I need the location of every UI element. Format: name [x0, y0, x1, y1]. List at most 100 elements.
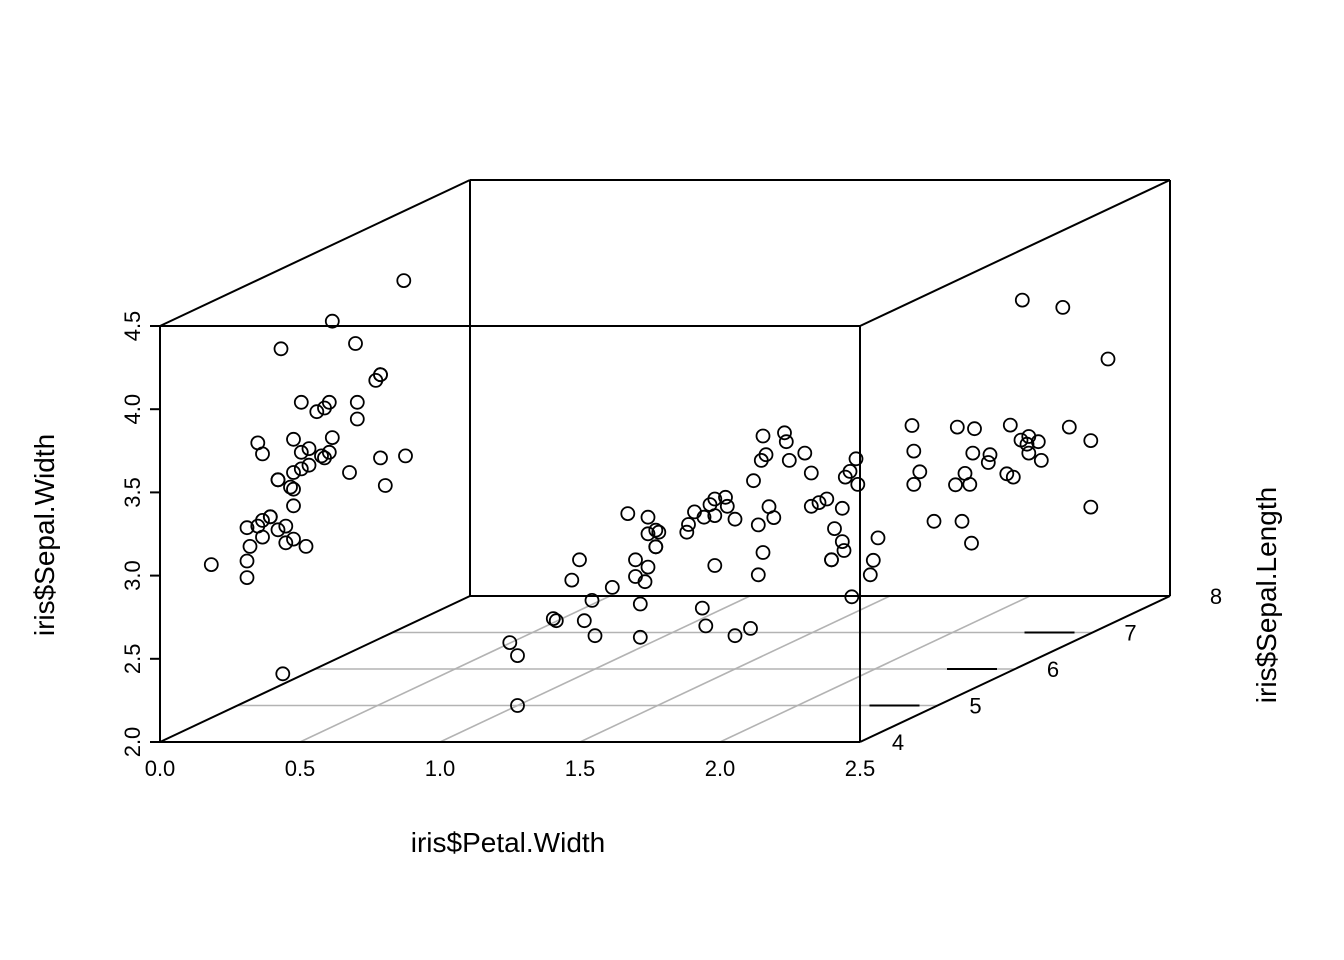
data-point [948, 477, 963, 493]
data-point [640, 509, 656, 525]
data-point [349, 411, 365, 427]
data-point [317, 450, 332, 466]
data-point [746, 473, 761, 489]
data-point [824, 552, 839, 568]
x-axis-title: iris$Petal.Width [411, 827, 606, 858]
axis-ticks: 0.0 0.5 1.0 1.5 2.0 2.5 2.0 2.5 3.0 3.5 4.0 4.5 4 5 6 7… [120, 311, 1222, 781]
box-edge [159, 595, 471, 743]
data-point [275, 666, 291, 682]
data-point [377, 478, 393, 493]
data-point [278, 535, 294, 551]
y-axis-title: iris$Sepal.Length [1251, 487, 1282, 703]
data-point [707, 491, 723, 507]
data-point [270, 472, 286, 488]
data-point [727, 628, 743, 644]
data-point [239, 553, 255, 569]
data-point [750, 517, 766, 533]
data-point [368, 372, 384, 388]
data-point [707, 558, 723, 573]
data-point [870, 530, 886, 546]
data-point [628, 569, 643, 584]
z-tick-label: 4.5 [120, 311, 145, 342]
z-tick-label: 2.5 [120, 644, 145, 675]
data-point [502, 635, 518, 650]
data-point [743, 621, 758, 636]
y-tick-label: 6 [1047, 657, 1059, 682]
z-tick-label: 4.0 [120, 394, 145, 425]
data-point [640, 559, 656, 575]
data-point [324, 313, 340, 329]
data-point [301, 441, 317, 457]
data-point [628, 552, 643, 568]
data-point [298, 539, 314, 554]
x-tick-label: 2.0 [705, 756, 736, 781]
data-point [957, 465, 973, 481]
data-point [286, 465, 301, 480]
data-point [912, 464, 928, 480]
data-point [349, 394, 365, 410]
y-tick-label: 7 [1124, 621, 1136, 646]
data-point [651, 524, 667, 540]
data-point [564, 572, 580, 588]
data-point [844, 589, 860, 605]
data-point [324, 430, 340, 446]
data-point [239, 570, 255, 585]
data-point [750, 567, 766, 583]
data-point [321, 394, 337, 410]
data-point [848, 451, 864, 467]
data-point [1002, 417, 1018, 433]
data-point [587, 628, 603, 644]
data-point [286, 481, 301, 497]
plot-box [159, 179, 1171, 743]
data-point [1083, 499, 1099, 515]
data-point [293, 394, 309, 410]
data-point [827, 521, 842, 536]
data-point [964, 535, 979, 551]
data-point [718, 489, 733, 505]
data-point [803, 465, 819, 481]
data-point [698, 618, 714, 634]
data-point [980, 455, 996, 470]
data-point [1013, 432, 1029, 448]
data-point [949, 419, 965, 435]
data-point [753, 452, 769, 468]
data-point [926, 513, 942, 529]
data-point [906, 476, 922, 492]
data-point [1033, 452, 1049, 468]
data-point [982, 447, 998, 463]
data-point [250, 435, 266, 451]
data-point [572, 552, 587, 568]
data-point [1061, 419, 1077, 435]
data-point [819, 491, 835, 507]
data-point [1055, 299, 1071, 315]
x-tick-label: 0.5 [285, 756, 316, 781]
data-point [755, 428, 771, 444]
data-point [398, 448, 413, 464]
data-point [1021, 445, 1037, 461]
data-point [904, 418, 920, 433]
data-point [278, 518, 294, 534]
x-tick-label: 2.5 [845, 756, 876, 781]
data-point [811, 495, 827, 511]
x-tick-label: 0.0 [145, 756, 176, 781]
data-point [348, 336, 363, 351]
data-point [584, 593, 600, 608]
data-point [755, 545, 771, 560]
data-point [270, 522, 286, 538]
data-point [719, 498, 735, 514]
z-tick-label: 3.5 [120, 477, 145, 508]
data-point [632, 629, 648, 645]
data-point [396, 273, 412, 289]
data-point [510, 698, 525, 713]
data-point [761, 499, 777, 515]
data-point [510, 648, 525, 663]
data-point [604, 580, 620, 595]
data-point [906, 443, 922, 459]
data-point [293, 444, 309, 460]
data-point [778, 434, 794, 450]
data-point [286, 498, 301, 514]
data-point [648, 522, 664, 538]
data-point [309, 404, 325, 420]
y-tick-label: 8 [1210, 584, 1222, 609]
